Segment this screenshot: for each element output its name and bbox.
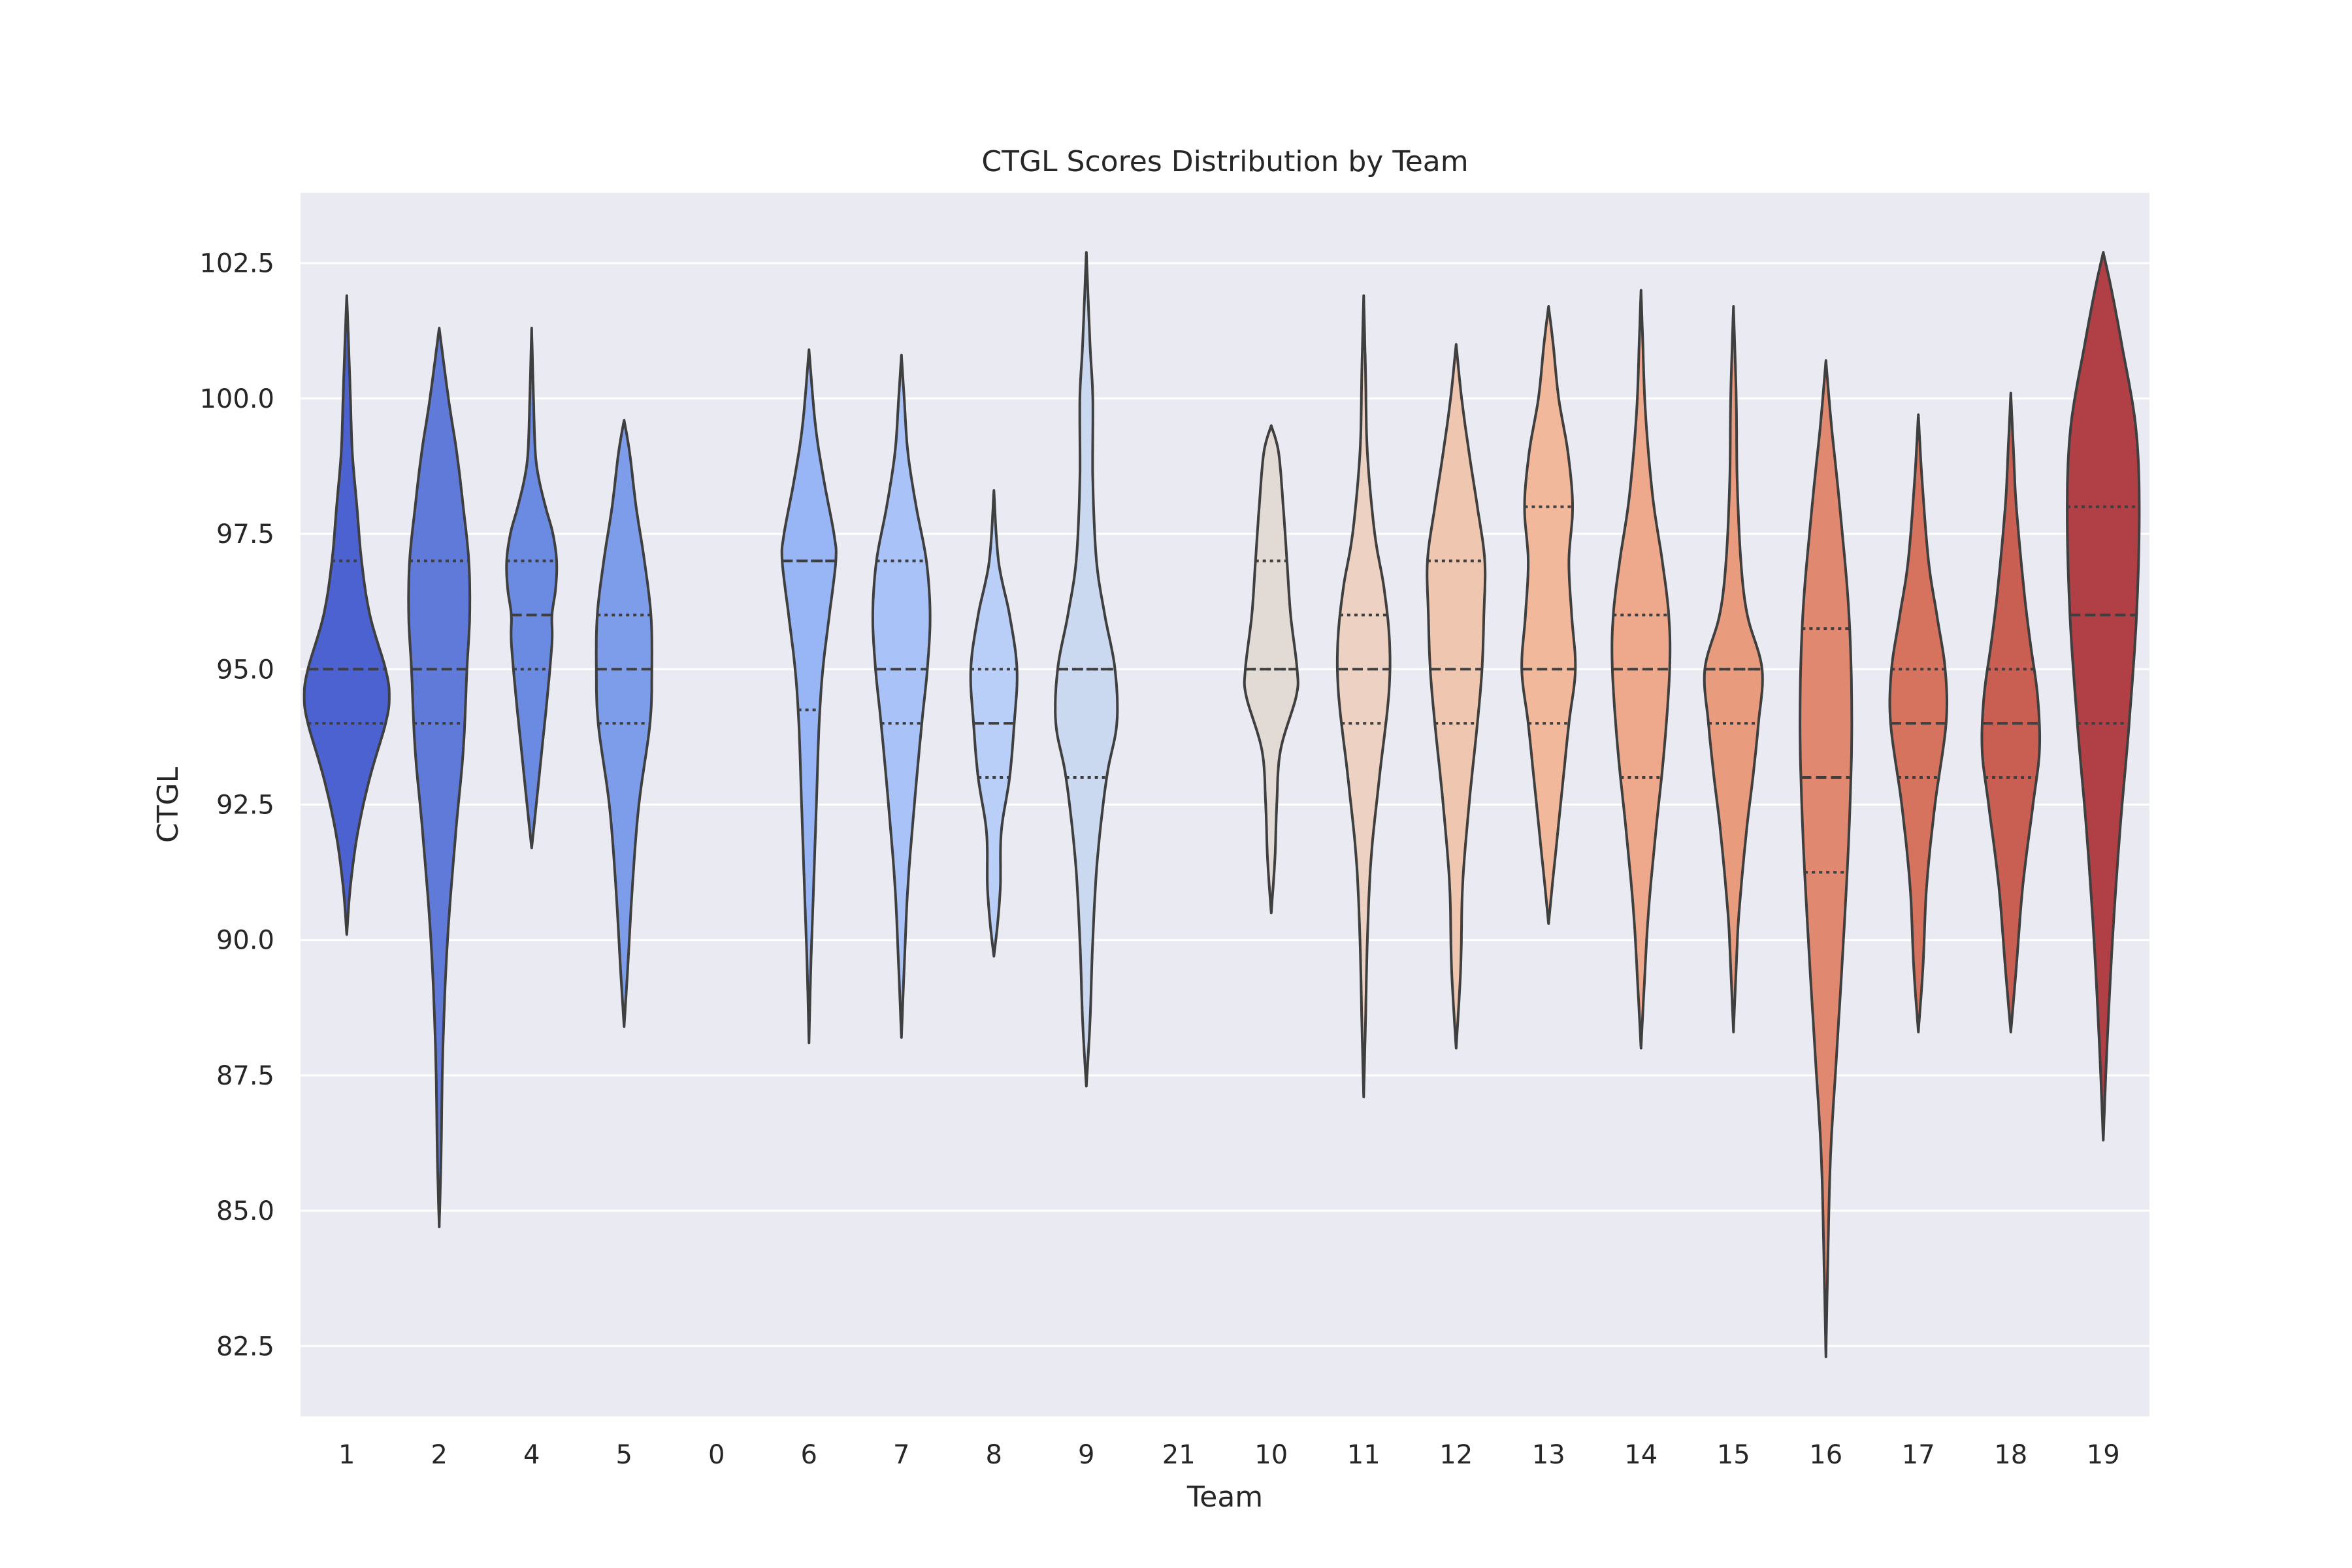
x-tick-label: 9 <box>1078 1440 1094 1470</box>
violin-body <box>2066 251 2141 1142</box>
y-axis-label: CTGL <box>152 766 185 843</box>
x-tick-label: 4 <box>523 1440 540 1470</box>
violin-team-2 <box>407 327 472 1228</box>
x-tick-label: 5 <box>616 1440 632 1470</box>
x-tick-label: 11 <box>1347 1440 1380 1470</box>
violin-team-4 <box>505 327 559 849</box>
violin-body <box>407 327 472 1228</box>
x-tick-label: 10 <box>1254 1440 1288 1470</box>
violin-team-10 <box>1243 424 1299 915</box>
chart-title: CTGL Scores Distribution by Team <box>981 145 1468 178</box>
y-tick-label: 100.0 <box>199 384 274 414</box>
x-tick-label: 14 <box>1624 1440 1658 1470</box>
y-tick-label: 90.0 <box>216 926 274 956</box>
violin-body <box>302 294 391 936</box>
x-tick-label: 18 <box>1994 1440 2027 1470</box>
x-tick-label: 13 <box>1532 1440 1565 1470</box>
x-tick-label: 21 <box>1162 1440 1196 1470</box>
violin-team-9 <box>1054 251 1119 1088</box>
violin-team-15 <box>1703 305 1764 1034</box>
x-tick-label: 8 <box>986 1440 1002 1470</box>
violin-team-13 <box>1520 305 1577 925</box>
y-tick-label: 97.5 <box>216 519 274 549</box>
violin-team-5 <box>595 419 653 1028</box>
y-tick-label: 82.5 <box>216 1331 274 1362</box>
violin-team-12 <box>1426 343 1487 1050</box>
violin-body <box>595 419 653 1028</box>
y-tick-label: 92.5 <box>216 791 274 821</box>
x-tick-label: 6 <box>801 1440 817 1470</box>
x-tick-label: 7 <box>893 1440 909 1470</box>
violins <box>302 251 2141 1358</box>
x-tick-label: 19 <box>2087 1440 2120 1470</box>
x-tick-label: 16 <box>1809 1440 1842 1470</box>
y-tick-label: 95.0 <box>216 655 274 685</box>
x-tick-label: 15 <box>1717 1440 1750 1470</box>
x-tick-label: 1 <box>338 1440 355 1470</box>
violin-body <box>1610 289 1672 1050</box>
violin-body <box>1888 413 1948 1034</box>
violin-body <box>505 327 559 849</box>
violin-team-18 <box>1980 391 2041 1034</box>
x-tick-label: 0 <box>708 1440 725 1470</box>
violin-team-16 <box>1799 359 1854 1358</box>
x-tick-label: 12 <box>1439 1440 1473 1470</box>
violin-body <box>1243 424 1299 915</box>
x-tick-label: 2 <box>431 1440 448 1470</box>
x-tick-labels: 1 2 4 5 0 6 7 8 9 21 10 11 12 13 14 15 16 17 18 19 <box>338 1440 2120 1470</box>
y-tick-labels: 82.5 85.0 87.5 90.0 92.5 95.0 97.5 100.0 102.5 <box>199 249 274 1362</box>
violin-body <box>1703 305 1764 1034</box>
x-tick-label: 17 <box>1902 1440 1935 1470</box>
violin-team-8 <box>969 489 1019 958</box>
violin-team-11 <box>1335 294 1392 1098</box>
y-tick-label: 87.5 <box>216 1061 274 1091</box>
y-tick-label: 85.0 <box>216 1196 274 1226</box>
violin-team-1 <box>302 294 391 936</box>
y-tick-label: 102.5 <box>199 249 274 279</box>
violin-body <box>871 353 932 1039</box>
violin-team-19 <box>2066 251 2141 1142</box>
violin-body <box>1799 359 1854 1358</box>
violin-team-6 <box>780 348 838 1045</box>
violin-team-14 <box>1610 289 1672 1050</box>
violin-body <box>1335 294 1392 1098</box>
violin-body <box>1426 343 1487 1050</box>
violin-body <box>1054 251 1119 1088</box>
violin-body <box>780 348 838 1045</box>
violin-body <box>1980 391 2041 1034</box>
x-axis-label: Team <box>1186 1480 1263 1514</box>
violin-team-7 <box>871 353 932 1039</box>
violin-body <box>1520 305 1577 925</box>
violin-team-17 <box>1888 413 1948 1034</box>
